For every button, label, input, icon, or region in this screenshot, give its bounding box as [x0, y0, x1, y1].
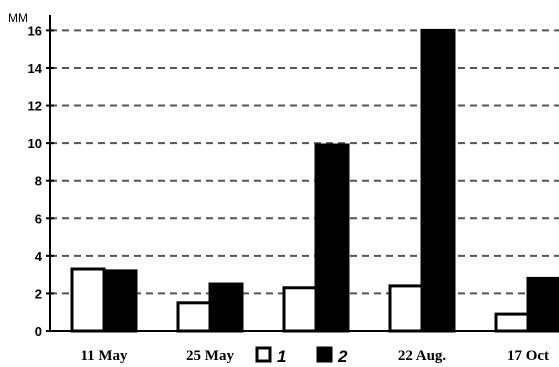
y-tick-label: 10 [28, 136, 42, 151]
y-tick-label: 6 [35, 211, 42, 226]
bar-series-2-2 [208, 282, 244, 333]
x-category-label: 11 May [80, 348, 128, 364]
y-tick-label: 12 [28, 99, 42, 114]
bar-series-2-3 [314, 143, 350, 333]
legend-label-2: 2 [337, 347, 348, 366]
gridlines [50, 29, 559, 295]
bar-series-1-2 [176, 301, 212, 333]
bar-series-1-5 [494, 312, 530, 333]
x-category-label: 17 Oct [507, 348, 549, 364]
y-axis-unit-label: MM [8, 11, 28, 25]
bar-series-2-4 [420, 28, 456, 333]
x-category-label: 25 May [186, 348, 234, 364]
axes [49, 15, 559, 332]
bar-series-1-3 [282, 286, 318, 333]
bar-series-2-1 [102, 269, 138, 333]
y-tick-label: 2 [35, 286, 42, 301]
bar-series-1-4 [388, 284, 424, 333]
y-tick-label: 4 [35, 249, 43, 264]
y-tick-label: 14 [28, 61, 43, 76]
legend-label-1: 1 [277, 347, 286, 366]
x-axis-labels: 11 May 25 May 22 Aug. 17 Oct [80, 348, 549, 364]
y-tick-label: 16 [28, 23, 42, 38]
legend-swatch-1 [255, 346, 272, 363]
y-tick-label: 8 [35, 174, 42, 189]
legend-swatch-2 [316, 346, 333, 363]
x-category-label: 22 Aug. [398, 348, 447, 364]
bar-series-2-5 [526, 276, 559, 333]
bars [70, 28, 559, 333]
bar-series-1-1 [70, 267, 106, 333]
y-tick-label: 0 [35, 324, 42, 339]
